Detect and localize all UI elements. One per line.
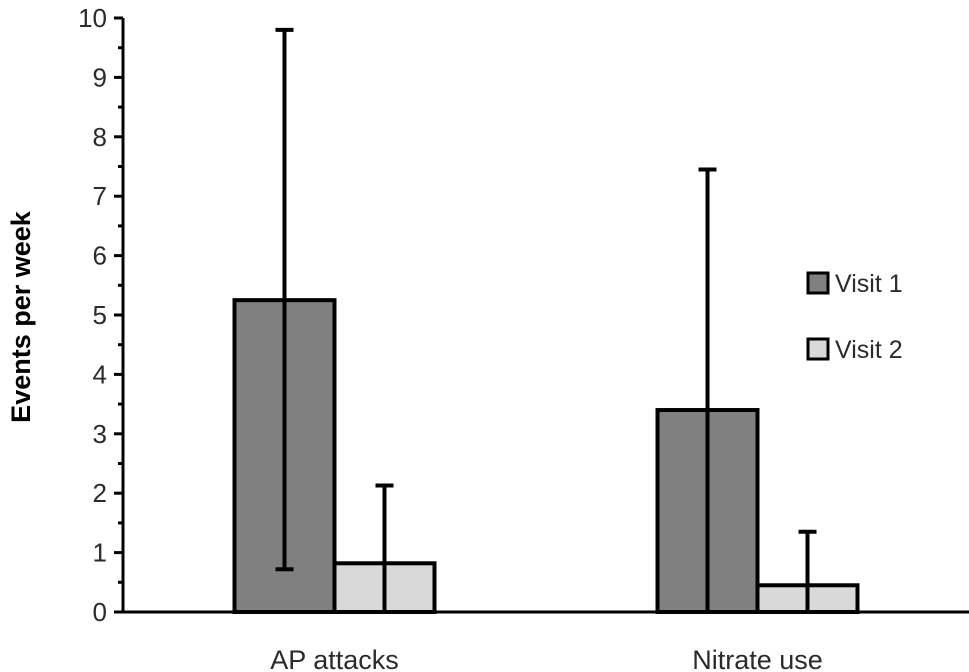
x-category-label: AP attacks	[270, 645, 399, 672]
y-tick-label: 10	[78, 3, 107, 33]
x-category-label: Nitrate use	[692, 645, 823, 672]
y-tick-label: 3	[93, 419, 107, 449]
y-tick-label: 7	[93, 181, 107, 211]
legend-label: Visit 2	[835, 336, 903, 364]
legend-swatch	[806, 337, 830, 361]
y-axis-label: Events per week	[6, 210, 36, 423]
y-tick-label: 5	[93, 300, 107, 330]
y-tick-label: 8	[93, 122, 107, 152]
bars	[232, 298, 860, 615]
y-tick-label: 1	[93, 538, 107, 568]
legend-label: Visit 1	[835, 270, 903, 298]
y-tick-label: 9	[93, 62, 107, 92]
error-bars	[275, 27, 817, 612]
x-axis: AP attacks Nitrate use	[114, 610, 969, 672]
legend-swatch	[806, 271, 830, 295]
y-axis: 0 1 2 3 4 5 6 7 8 9 10	[78, 3, 125, 627]
y-tick-label: 4	[93, 359, 107, 389]
y-tick-label: 6	[93, 241, 107, 271]
y-tick-label: 2	[93, 478, 107, 508]
y-tick-label: 0	[93, 597, 107, 627]
legend: Visit 1 Visit 2	[806, 270, 903, 364]
